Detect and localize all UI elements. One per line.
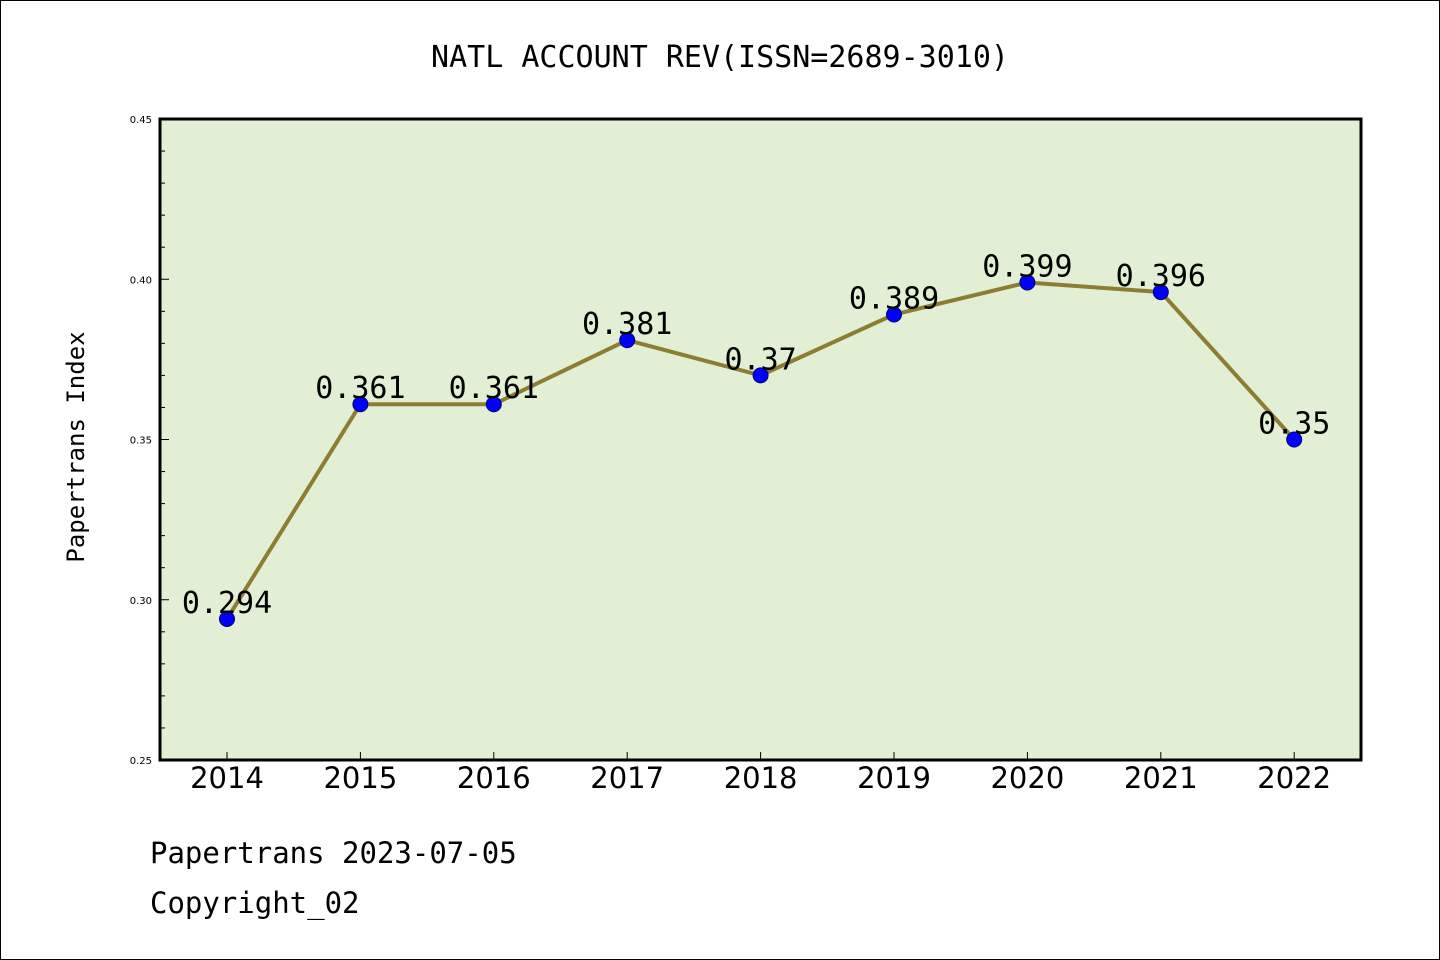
x-axis: 2014 2015 2016 2017 2018 2019 2020 2021 2022 <box>190 752 1331 795</box>
data-label: 0.399 <box>982 249 1072 284</box>
y-tick-label: 0.35 <box>130 436 152 447</box>
y-tick-label: 0.30 <box>130 596 152 607</box>
data-point <box>485 396 502 413</box>
data-label: 0.361 <box>449 371 539 406</box>
x-tick-label: 2014 <box>190 761 264 795</box>
data-point <box>1019 274 1036 291</box>
data-point <box>219 610 235 627</box>
data-label: 0.396 <box>1116 259 1206 294</box>
chart-title: NATL ACCOUNT REV(ISSN=2689-3010) <box>431 40 1009 75</box>
footer-copyright: Copyright_02 <box>150 886 360 920</box>
data-label: 0.35 <box>1258 407 1330 442</box>
y-tick-label: 0.45 <box>130 115 152 126</box>
y-axis: 0.25 0.30 0.35 0.40 0.45 <box>130 115 169 767</box>
x-tick-label: 2019 <box>857 761 931 795</box>
data-point <box>1286 431 1303 448</box>
data-point <box>886 306 902 323</box>
data-labels: 0.294 0.361 0.361 0.381 0.37 0.389 0.399 0.396 0… <box>182 249 1330 621</box>
x-tick-label: 2015 <box>323 761 397 795</box>
footer-date-line: Papertrans 2023-07-05 <box>150 836 517 870</box>
data-label: 0.381 <box>582 307 672 342</box>
x-tick-label: 2020 <box>990 761 1064 795</box>
series-markers <box>219 274 1303 627</box>
x-tick-label: 2021 <box>1124 761 1198 795</box>
data-point <box>619 332 636 349</box>
data-label: 0.389 <box>849 282 939 317</box>
x-tick-label: 2018 <box>724 761 798 795</box>
x-tick-label: 2017 <box>590 761 664 795</box>
y-tick-label: 0.25 <box>130 756 152 767</box>
data-label: 0.361 <box>315 371 405 406</box>
data-point <box>352 396 369 413</box>
y-axis-label: Papertrans Index <box>62 331 90 562</box>
data-point <box>752 367 769 384</box>
y-tick-label: 0.40 <box>130 275 152 286</box>
data-point <box>1152 284 1169 301</box>
x-tick-label: 2022 <box>1257 761 1331 795</box>
plot-area <box>158 117 1363 762</box>
x-tick-label: 2016 <box>457 761 531 795</box>
data-label: 0.37 <box>724 342 796 377</box>
data-label: 0.294 <box>182 586 272 621</box>
